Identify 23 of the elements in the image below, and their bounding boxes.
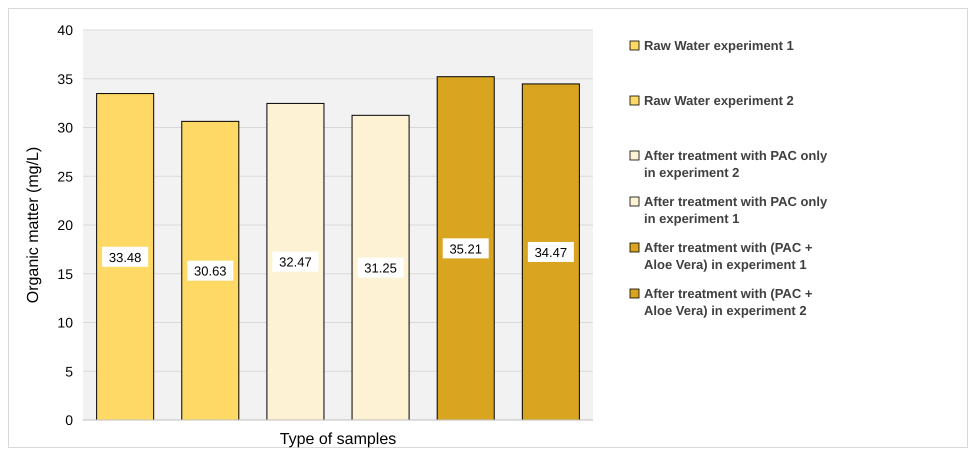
data-label: 34.47 — [534, 244, 568, 260]
y-tick-label: 0 — [65, 412, 74, 428]
y-tick-label: 35 — [57, 70, 74, 87]
legend-label: After treatment with (PAC + Aloe Vera) in experiment 2 — [644, 286, 813, 318]
data-label: 35.21 — [449, 241, 482, 256]
legend-label: After treatment with PAC only in experiment 2 — [644, 148, 828, 180]
y-tick-label: 15 — [57, 266, 74, 282]
y-tick-label: 30 — [57, 120, 74, 136]
data-label: 30.63 — [194, 264, 227, 279]
data-label: 32.47 — [279, 254, 312, 270]
y-tick-label: 5 — [65, 363, 74, 380]
x-axis-title: Type of samples — [280, 431, 396, 448]
y-tick-label: 20 — [57, 217, 74, 233]
y-axis-title: Organic matter (mg/L) — [25, 146, 42, 304]
legend-label: After treatment with PAC only in experiment 1 — [644, 194, 828, 226]
legend-label: Raw Water experiment 1 — [644, 38, 794, 53]
y-tick-label: 10 — [57, 314, 74, 330]
legend-label: Raw Water experiment 2 — [644, 93, 794, 108]
data-label: 33.48 — [108, 250, 142, 265]
y-tick-label: 40 — [57, 22, 74, 38]
data-label: 31.25 — [364, 260, 397, 276]
y-tick-label: 25 — [57, 168, 74, 184]
legend-label: After treatment with (PAC + Aloe Vera) in experiment 1 — [644, 240, 813, 272]
